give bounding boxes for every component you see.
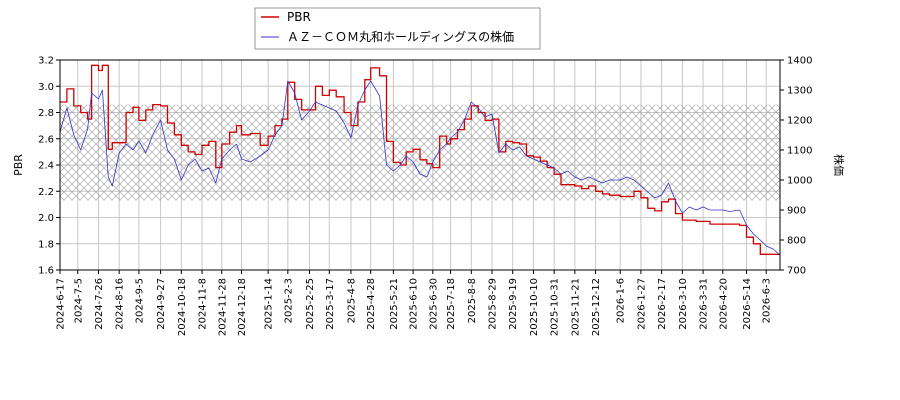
y-left-tick-label: 2.6 xyxy=(38,134,54,145)
legend: PBR ＡＺ－ＣＯＭ丸和ホールディングスの株価 xyxy=(254,7,541,50)
y-left-tick-label: 2.2 xyxy=(38,187,54,198)
x-tick-label: 2026-1-27 xyxy=(636,278,647,330)
y-left-tick-label: 3.0 xyxy=(38,82,54,93)
x-tick-label: 2025-2-3 xyxy=(283,278,294,323)
x-tick-label: 2025-6-10 xyxy=(409,278,420,330)
x-tick-label: 2024-7-26 xyxy=(94,278,105,330)
x-tick-label: 2024-11-28 xyxy=(217,278,228,336)
x-tick-label: 2025-6-30 xyxy=(428,278,439,330)
x-tick-label: 2024-12-18 xyxy=(237,278,248,336)
y-left-tick-label: 3.2 xyxy=(38,56,54,67)
y-left-tick-label: 2.4 xyxy=(38,161,54,172)
series xyxy=(59,64,781,256)
x-tick-label: 2024-10-18 xyxy=(177,278,188,336)
y-left-tick-label: 1.6 xyxy=(38,266,54,277)
x-tick-label: 2025-4-8 xyxy=(346,278,357,323)
x-tick-label: 2024-9-27 xyxy=(156,278,167,330)
x-tick-label: 2026-1-6 xyxy=(616,278,627,323)
x-tick-label: 2025-7-18 xyxy=(446,278,457,330)
x-tick-label: 2025-8-29 xyxy=(488,278,499,330)
x-tick-label: 2026-3-31 xyxy=(699,278,710,330)
x-tick-label: 2025-1-14 xyxy=(264,278,275,330)
y-right-tick-label: 800 xyxy=(787,236,806,247)
x-tick-label: 2026-4-20 xyxy=(718,278,729,330)
y-right-tick-label: 1400 xyxy=(787,56,812,67)
x-tick-label: 2025-10-31 xyxy=(550,278,561,336)
y-right-tick-label: 900 xyxy=(787,206,806,217)
legend-label-stock-price: ＡＺ－ＣＯＭ丸和ホールディングスの株価 xyxy=(287,29,514,44)
x-tick-label: 2025-11-21 xyxy=(570,278,581,336)
x-tick-label: 2026-6-3 xyxy=(762,278,773,323)
y-left-tick-label: 2.8 xyxy=(38,108,54,119)
x-tick-label: 2025-9-19 xyxy=(508,278,519,330)
x-tick-label: 2025-4-28 xyxy=(366,278,377,330)
x-tick-label: 2025-2-25 xyxy=(305,278,316,330)
x-tick-label: 2025-3-17 xyxy=(325,278,336,330)
x-tick-label: 2025-12-12 xyxy=(591,278,602,336)
x-tick-label: 2025-5-21 xyxy=(389,278,400,330)
y-right-tick-label: 1300 xyxy=(787,86,812,97)
y-axis-left-label: PBR xyxy=(12,154,25,176)
y-right-tick-label: 700 xyxy=(787,266,806,277)
x-tick-label: 2025-8-8 xyxy=(467,278,478,323)
y-left-tick-label: 1.8 xyxy=(38,239,54,250)
x-tick-label: 2026-2-17 xyxy=(657,278,668,330)
legend-label-pbr: PBR xyxy=(287,10,311,24)
y-right-tick-label: 1000 xyxy=(787,176,812,187)
x-tick-label: 2026-3-10 xyxy=(678,278,689,330)
x-tick-label: 2024-8-16 xyxy=(115,278,126,330)
x-tick-label: 2024-7-5 xyxy=(73,278,84,323)
y-left-tick-label: 2.0 xyxy=(38,213,54,224)
y-axis-right-label: 株価 xyxy=(832,154,846,176)
y-right-tick-label: 1100 xyxy=(787,146,812,157)
y-right-tick-label: 1200 xyxy=(787,116,812,127)
series-line-pbr xyxy=(60,64,780,255)
series-line-stock-price xyxy=(59,80,781,256)
x-tick-label: 2024-6-17 xyxy=(56,278,67,330)
x-tick-label: 2026-5-14 xyxy=(742,278,753,330)
x-tick-label: 2024-9-5 xyxy=(134,278,145,323)
legend-box xyxy=(254,7,541,50)
axes: 1.6 1.8 2.0 2.2 2.4 2.6 2.8 3.0 3.2 700 800 900 1000… xyxy=(38,56,812,337)
x-tick-label: 2025-10-10 xyxy=(529,278,540,336)
x-tick-label: 2024-11-8 xyxy=(198,278,209,330)
